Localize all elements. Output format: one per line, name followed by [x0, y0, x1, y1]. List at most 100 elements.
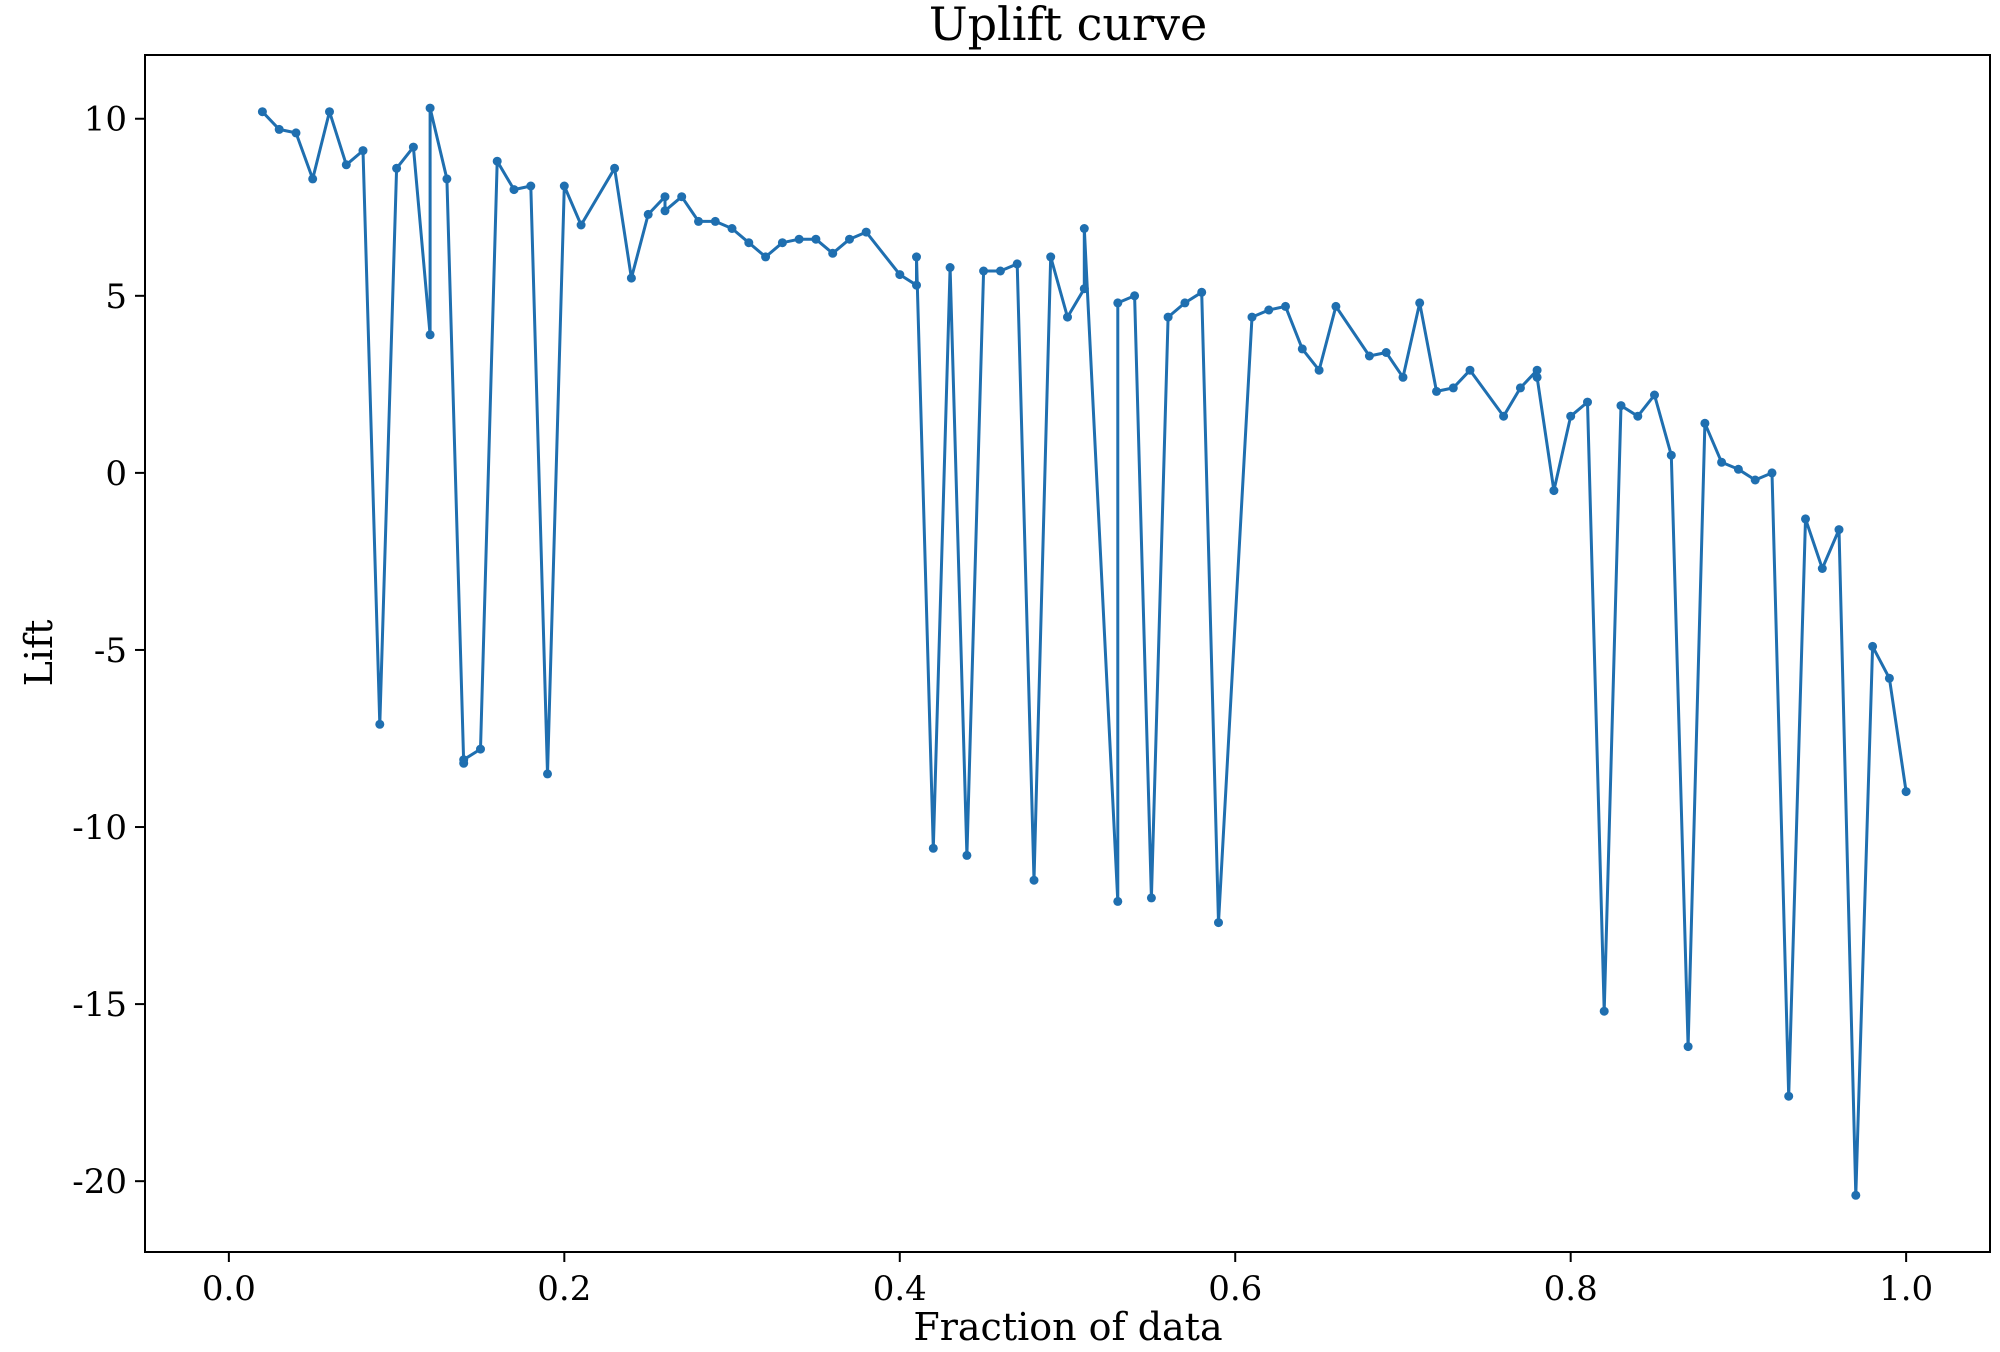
- data-point: [895, 270, 905, 280]
- data-point: [1650, 390, 1659, 400]
- data-point: [526, 181, 536, 191]
- data-point: [912, 280, 921, 290]
- data-point: [1750, 475, 1760, 485]
- data-point: [1146, 893, 1156, 903]
- data-point: [761, 252, 771, 262]
- x-tick-label: 0.2: [537, 1269, 591, 1309]
- data-point: [1583, 397, 1592, 407]
- data-point: [828, 248, 838, 258]
- data-point: [325, 107, 334, 117]
- data-point: [811, 234, 821, 244]
- data-point: [727, 224, 737, 233]
- data-point: [777, 238, 787, 248]
- data-point: [1448, 383, 1458, 393]
- data-point: [1079, 284, 1089, 294]
- data-point: [408, 142, 418, 152]
- y-axis-label: Lift: [17, 620, 61, 687]
- data-point: [1733, 464, 1743, 474]
- data-point: [1063, 312, 1072, 322]
- data-point: [1331, 301, 1341, 311]
- data-point: [962, 850, 972, 860]
- data-point: [1666, 450, 1676, 460]
- y-tick-label: 0: [105, 454, 127, 494]
- y-tick-label: 10: [84, 100, 127, 140]
- data-point: [341, 160, 351, 170]
- data-point: [1163, 312, 1173, 322]
- data-point: [794, 234, 804, 244]
- data-point: [912, 252, 921, 262]
- data-point: [1901, 787, 1911, 797]
- data-point: [710, 216, 720, 226]
- data-point: [626, 273, 636, 283]
- data-point: [1633, 411, 1643, 421]
- data-point: [1868, 641, 1878, 651]
- data-point: [1281, 301, 1290, 311]
- data-point: [576, 220, 586, 230]
- data-point: [425, 330, 435, 340]
- data-point: [1297, 344, 1307, 354]
- data-point: [1499, 411, 1509, 421]
- data-point: [1398, 372, 1408, 382]
- data-point: [1801, 514, 1810, 524]
- data-point: [1532, 365, 1542, 375]
- data-point: [543, 769, 552, 779]
- data-point: [1029, 875, 1039, 885]
- data-point: [1566, 411, 1576, 421]
- data-point: [1113, 896, 1123, 906]
- data-point: [928, 843, 938, 853]
- y-tick-label: -20: [72, 1162, 127, 1202]
- data-point: [1834, 525, 1844, 535]
- data-point: [291, 128, 301, 138]
- data-point: [375, 719, 385, 729]
- data-point: [1700, 418, 1710, 428]
- data-point: [358, 146, 368, 156]
- uplift-points: [257, 103, 1911, 1200]
- data-point: [459, 755, 469, 765]
- y-tick-label: 5: [105, 277, 127, 317]
- data-point: [559, 181, 569, 191]
- data-point: [945, 263, 955, 272]
- x-axis-label: Fraction of data: [913, 1305, 1222, 1349]
- data-point: [845, 234, 854, 244]
- plot-frame: [144, 54, 1991, 1253]
- data-point: [1817, 564, 1827, 573]
- data-point: [610, 163, 620, 173]
- y-tick-label: -15: [72, 985, 127, 1025]
- x-tick-label: 0.6: [1208, 1269, 1262, 1309]
- data-point: [476, 744, 485, 754]
- data-point: [1214, 918, 1223, 928]
- data-point: [1515, 383, 1525, 393]
- data-point: [425, 103, 435, 113]
- data-point: [660, 192, 670, 202]
- data-point: [1079, 224, 1089, 233]
- data-point: [1767, 468, 1777, 478]
- y-tick-label: -5: [94, 631, 127, 671]
- data-point: [861, 227, 871, 237]
- data-point: [1532, 372, 1542, 382]
- x-tick-label: 1.0: [1879, 1269, 1933, 1309]
- data-point: [1432, 386, 1441, 396]
- data-point: [1381, 348, 1391, 357]
- data-point: [1012, 259, 1022, 269]
- data-point: [1616, 401, 1626, 411]
- data-point: [492, 156, 502, 166]
- data-point: [1415, 298, 1425, 308]
- uplift-line: [261, 106, 1908, 1197]
- data-point: [643, 209, 653, 219]
- y-tick-label: -10: [72, 808, 127, 848]
- data-point: [1314, 365, 1324, 375]
- x-tick-label: 0.0: [202, 1269, 256, 1309]
- data-point: [1264, 305, 1274, 315]
- data-point: [995, 266, 1005, 276]
- data-point: [1549, 486, 1559, 496]
- data-point: [1851, 1190, 1861, 1200]
- data-point: [1884, 673, 1894, 683]
- x-tick-label: 0.8: [1544, 1269, 1598, 1309]
- data-point: [979, 266, 989, 276]
- data-point: [1113, 298, 1123, 308]
- data-point: [1784, 1091, 1794, 1101]
- chart-title: Uplift curve: [929, 0, 1207, 51]
- data-point: [660, 206, 670, 216]
- data-point: [442, 174, 452, 184]
